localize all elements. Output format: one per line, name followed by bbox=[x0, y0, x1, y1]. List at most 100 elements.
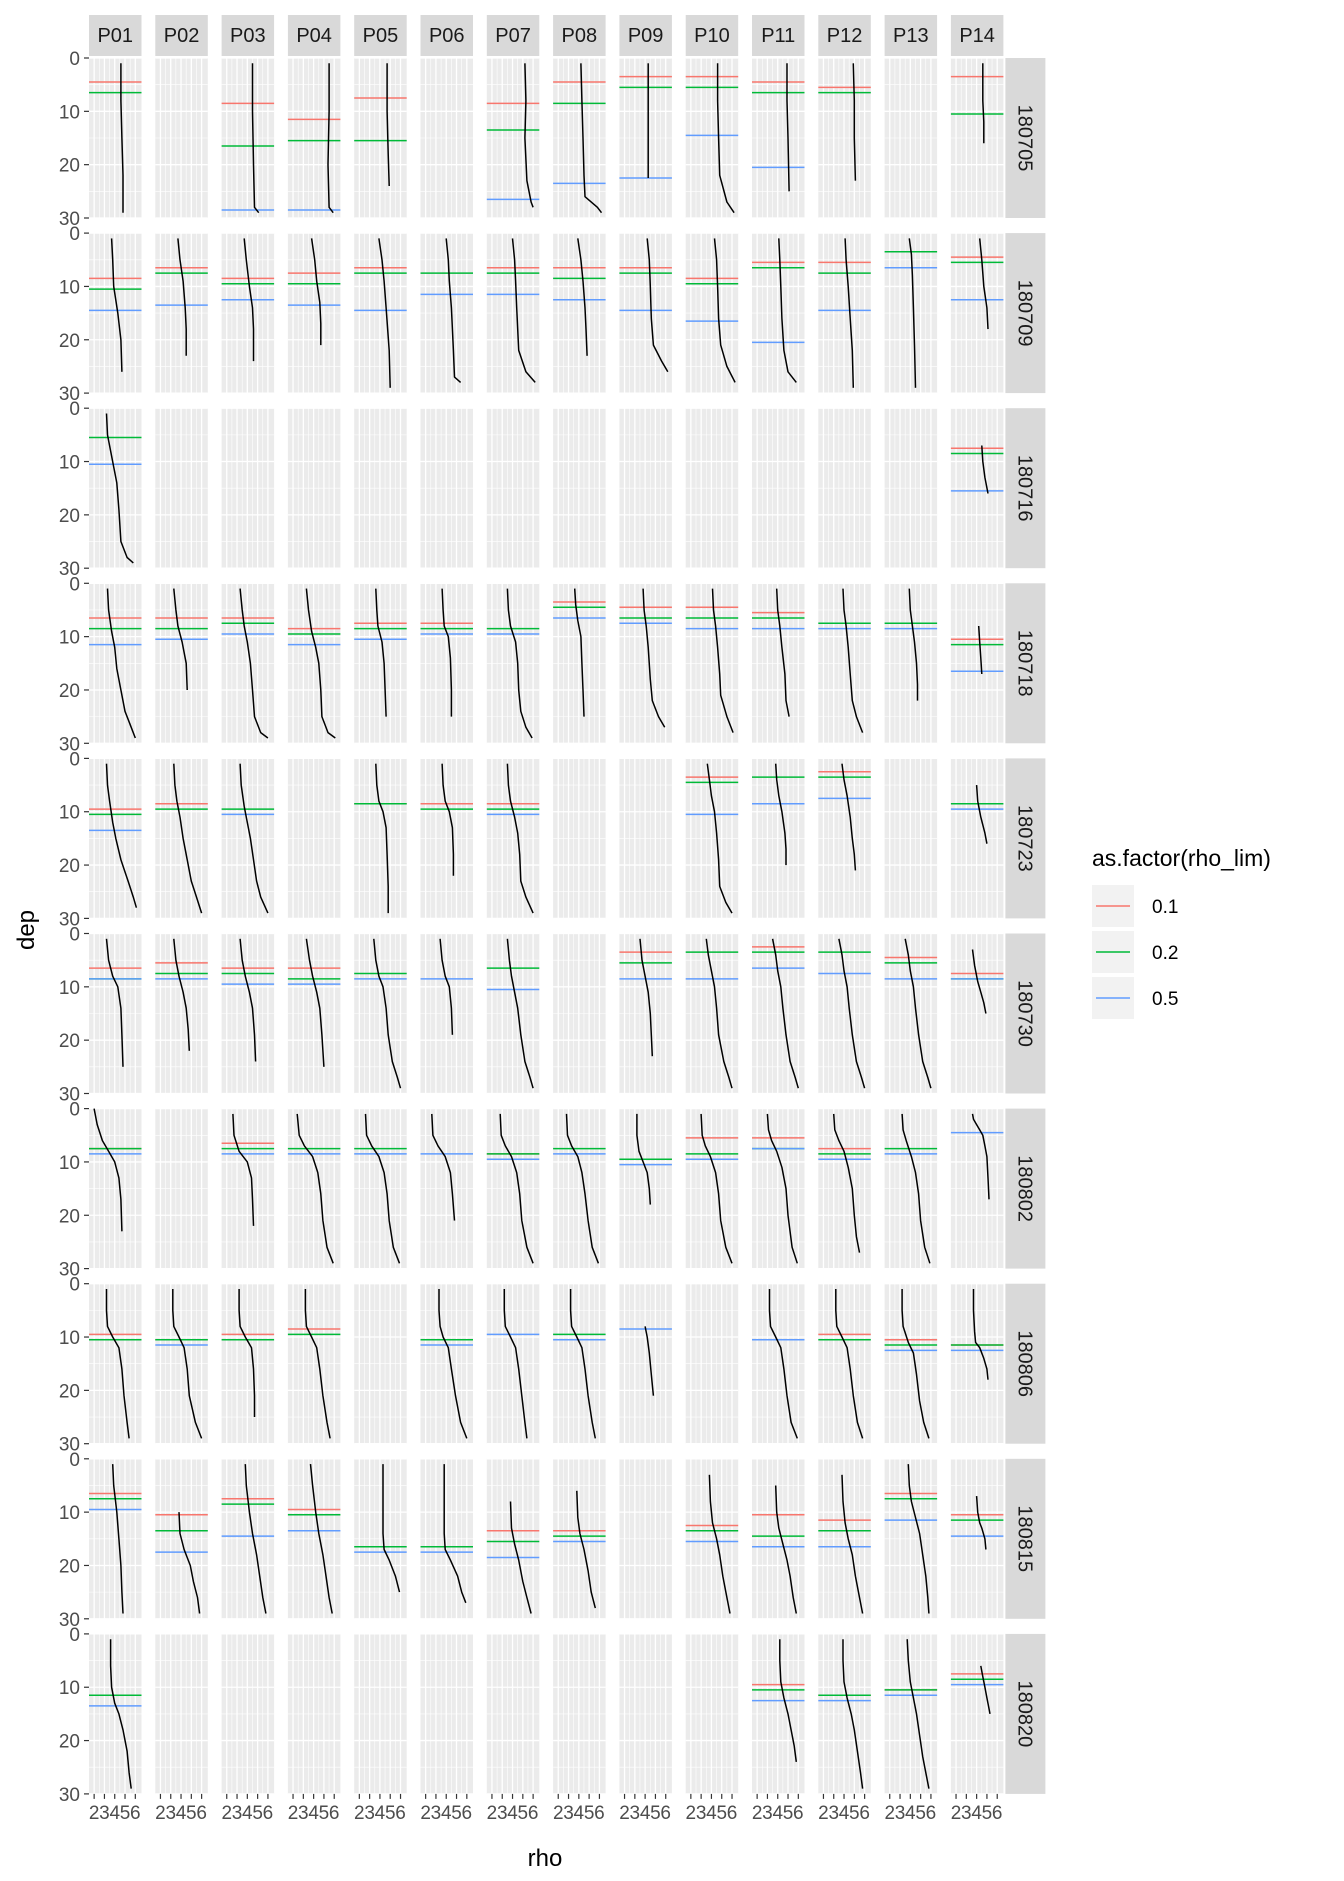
x-tick-label: 6 bbox=[130, 1803, 141, 1824]
y-tick-label: 0 bbox=[69, 1100, 80, 1121]
panel-180718-p04 bbox=[287, 582, 341, 744]
strip-180718: 180718 bbox=[1013, 630, 1035, 697]
panel-180802-p03 bbox=[221, 1107, 275, 1270]
strip-180802-bg bbox=[1005, 1108, 1046, 1269]
panel-180806-p09 bbox=[619, 1283, 672, 1445]
panel-180718-p14 bbox=[950, 582, 1004, 744]
panel-180716-p09 bbox=[619, 407, 672, 569]
strip-180705: 180705 bbox=[1013, 105, 1035, 172]
density-profile-line bbox=[841, 1474, 864, 1614]
legend-label-02: 0.2 bbox=[1152, 943, 1178, 964]
density-profile-line bbox=[565, 1113, 600, 1264]
strip-p12: P12 bbox=[827, 25, 863, 47]
x-tick-label: 2 bbox=[487, 1803, 498, 1824]
strip-180716: 180716 bbox=[1013, 455, 1035, 522]
density-profile-line bbox=[304, 1289, 331, 1439]
x-tick-label: 6 bbox=[926, 1803, 937, 1824]
strip-p08: P08 bbox=[562, 25, 598, 47]
density-profile-line bbox=[977, 625, 983, 675]
y-tick-label: 0 bbox=[69, 49, 80, 70]
x-tick-label: 5 bbox=[319, 1803, 330, 1824]
density-profile-line bbox=[577, 238, 588, 356]
strip-180802: 180802 bbox=[1013, 1155, 1035, 1222]
panel-180716-p07 bbox=[486, 407, 540, 569]
density-profile-line bbox=[509, 1501, 532, 1614]
density-profile-line bbox=[305, 588, 336, 739]
panel-180705-p04 bbox=[287, 57, 341, 219]
density-profile-line bbox=[779, 1639, 798, 1762]
panel-180730-p01 bbox=[89, 932, 142, 1095]
density-profile-line bbox=[908, 588, 919, 701]
y-tick-label: 10 bbox=[59, 1328, 80, 1349]
density-profile-line bbox=[842, 588, 864, 733]
panel-180716-p06 bbox=[420, 407, 473, 569]
panel-180723-p10 bbox=[685, 757, 739, 920]
x-tick-label: 6 bbox=[660, 1803, 671, 1824]
x-tick-label: 6 bbox=[528, 1803, 539, 1824]
density-profile-line bbox=[774, 1485, 798, 1614]
x-tick-label: 3 bbox=[961, 1803, 972, 1824]
density-profile-line bbox=[296, 1113, 334, 1264]
density-profile-line bbox=[173, 938, 191, 1051]
density-profile-line bbox=[443, 1464, 467, 1604]
strip-p12-bg bbox=[818, 15, 871, 56]
x-tick-label: 2 bbox=[884, 1803, 895, 1824]
y-tick-label: 20 bbox=[59, 1556, 80, 1577]
density-profile-line bbox=[93, 1108, 123, 1232]
strip-p13: P13 bbox=[893, 25, 929, 47]
x-tick-label: 2 bbox=[619, 1803, 630, 1824]
y-tick-label: 20 bbox=[59, 1732, 80, 1753]
y-tick-label: 20 bbox=[59, 1206, 80, 1227]
density-profile-line bbox=[120, 63, 124, 213]
density-profile-line bbox=[573, 588, 585, 717]
panel-180709-p03 bbox=[221, 232, 275, 394]
x-tick-label: 3 bbox=[895, 1803, 906, 1824]
panel-180730-p06 bbox=[420, 932, 473, 1095]
strip-p05-bg bbox=[354, 15, 407, 56]
x-tick-label: 4 bbox=[507, 1803, 518, 1824]
x-tick-label: 5 bbox=[120, 1803, 131, 1824]
panel-180716-p10 bbox=[685, 407, 739, 569]
panel-180820-p05 bbox=[354, 1633, 407, 1795]
strip-p05: P05 bbox=[363, 25, 399, 47]
legend-label-05: 0.5 bbox=[1152, 989, 1178, 1010]
panel-180815-p01 bbox=[89, 1458, 142, 1620]
density-profile-line bbox=[580, 63, 603, 214]
legend-label-01: 0.1 bbox=[1152, 897, 1178, 918]
y-tick-label: 10 bbox=[59, 803, 80, 824]
y-tick-label: 20 bbox=[59, 1031, 80, 1052]
panel-180815-p09 bbox=[619, 1458, 672, 1620]
strip-180716-bg bbox=[1005, 408, 1046, 569]
y-tick-label: 10 bbox=[59, 978, 80, 999]
panel-180723-p04 bbox=[287, 757, 341, 920]
strip-p01-bg bbox=[89, 15, 142, 56]
strip-180730: 180730 bbox=[1013, 980, 1035, 1047]
panel-180820-p11 bbox=[752, 1633, 805, 1795]
panel-180802-p07 bbox=[486, 1107, 540, 1270]
density-profile-line bbox=[310, 238, 322, 346]
strip-p07: P07 bbox=[495, 25, 531, 47]
strip-180730-bg bbox=[1005, 933, 1046, 1094]
x-tick-label: 3 bbox=[99, 1803, 110, 1824]
panel-180723-p12 bbox=[818, 757, 871, 920]
y-tick-label: 10 bbox=[59, 277, 80, 298]
panel-180723-p01 bbox=[89, 757, 142, 920]
density-profile-line bbox=[375, 763, 389, 914]
density-profile-line bbox=[439, 938, 454, 1035]
panel-180820-p03 bbox=[221, 1633, 275, 1795]
panel-180718-p02 bbox=[155, 582, 208, 744]
x-tick-label: 4 bbox=[839, 1803, 850, 1824]
panel-180723-p14 bbox=[950, 757, 1004, 920]
density-profile-line bbox=[713, 238, 736, 383]
x-tick-label: 4 bbox=[441, 1803, 452, 1824]
strip-p09: P09 bbox=[628, 25, 664, 47]
density-profile-line bbox=[901, 1113, 931, 1264]
y-tick-label: 10 bbox=[59, 453, 80, 474]
panel-180815-p02 bbox=[155, 1458, 208, 1620]
density-profile-line bbox=[506, 588, 533, 739]
panel-180802-p14 bbox=[950, 1107, 1004, 1270]
panel-180730-p08 bbox=[553, 932, 606, 1095]
strip-p14-bg bbox=[950, 15, 1004, 56]
panel-180820-p10 bbox=[685, 1633, 739, 1795]
density-profile-line bbox=[774, 763, 787, 866]
